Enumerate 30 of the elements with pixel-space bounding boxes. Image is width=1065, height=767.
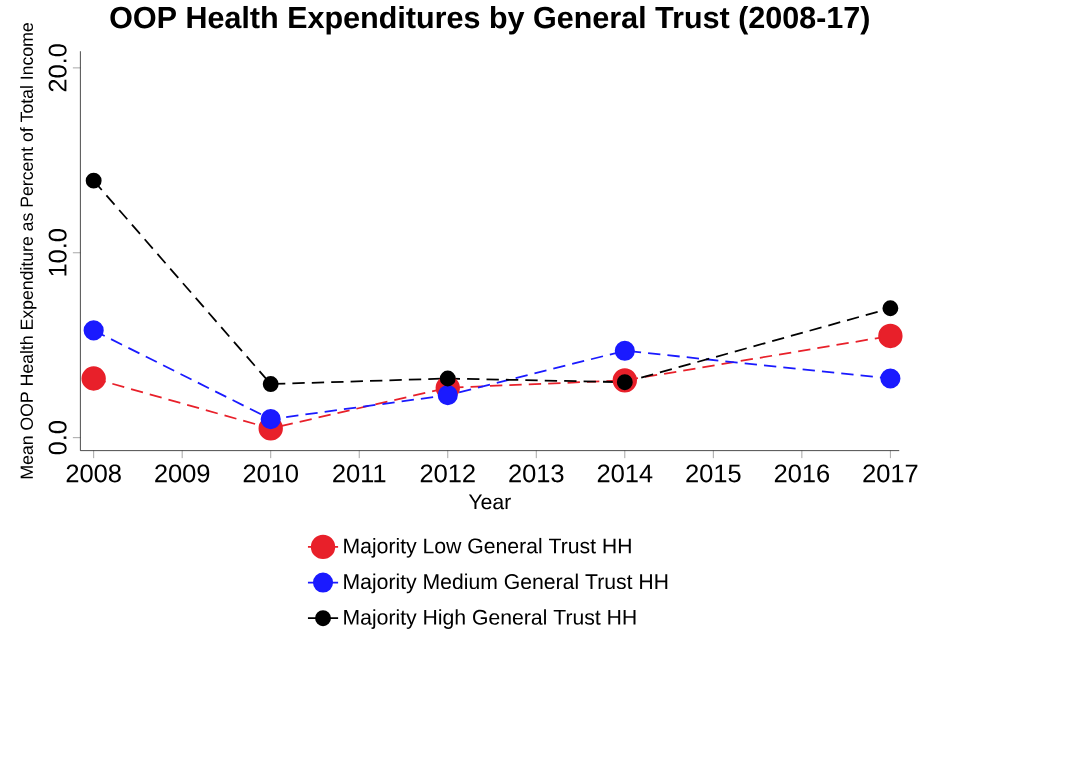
x-tick-label: 2014 xyxy=(597,464,653,483)
point xyxy=(85,172,102,189)
x-tick-label: 2015 xyxy=(686,464,741,483)
point xyxy=(260,409,281,430)
x-tick-label: 2011 xyxy=(333,464,386,483)
point xyxy=(437,385,458,406)
point xyxy=(439,370,456,387)
x-tick-label: 2010 xyxy=(243,464,298,483)
chart-title: OOP Health Expenditures by General Trust (2008-17) xyxy=(110,5,869,35)
point xyxy=(882,300,899,317)
point xyxy=(81,366,106,391)
x-tick-label: 2016 xyxy=(774,464,830,483)
y-tick-label: 20.0 xyxy=(48,44,67,92)
x-tick-label: 2013 xyxy=(509,464,564,483)
y-axis-title: Mean OOP Health Expenditure as Percent of Total Income xyxy=(20,23,37,479)
x-tick-label: 2009 xyxy=(155,464,210,483)
point xyxy=(880,368,901,389)
legend-label: Majority High General Trust HH xyxy=(344,609,636,629)
y-tick-label: 0.0 xyxy=(48,420,67,455)
point xyxy=(262,376,279,392)
x-tick-label: 2012 xyxy=(420,464,475,483)
x-axis-title: Year xyxy=(468,494,511,510)
legend-label: Majority Medium General Trust HH xyxy=(344,573,668,594)
point xyxy=(878,323,903,349)
y-tick-label: 10.0 xyxy=(48,228,67,276)
x-tick-label: 2017 xyxy=(863,464,918,483)
x-tick-label: 2008 xyxy=(66,464,121,483)
legend-label: Majority Low General Trust HH xyxy=(344,537,631,558)
point xyxy=(614,340,635,361)
point xyxy=(83,320,104,341)
